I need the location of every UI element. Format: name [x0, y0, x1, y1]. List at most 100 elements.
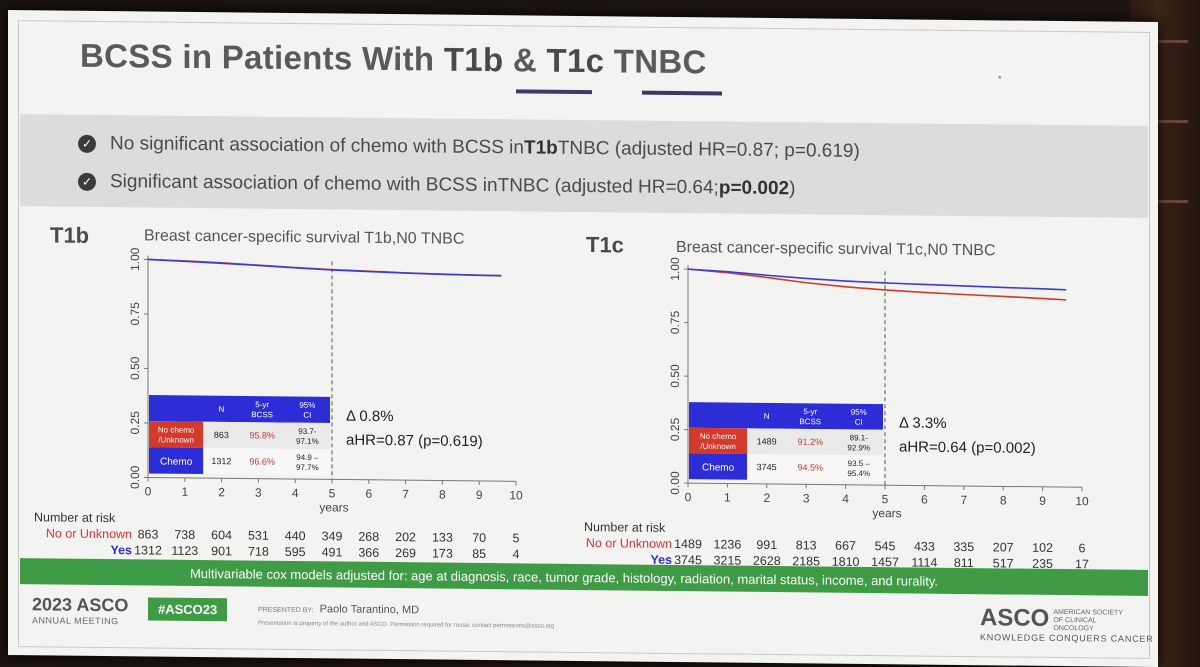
- km-curve-yes: [687, 268, 1067, 291]
- km-curve-no-or-unknown: [687, 268, 1067, 301]
- risk-value: 5: [512, 531, 520, 546]
- y-tick-label: 1.00: [668, 257, 682, 281]
- title-t1b: T1b: [443, 40, 504, 79]
- table-cell-ci: 93.7-: [298, 427, 317, 436]
- asco-society-logo: ASCO AMERICAN SOCIETY OF CLINICAL ONCOLOG…: [980, 604, 1154, 644]
- table-row-body: [747, 454, 883, 482]
- x-tick-label: 4: [842, 492, 849, 506]
- table-header-cell: CI: [855, 418, 863, 427]
- x-tick-label: 3: [803, 491, 810, 505]
- panel-label-t1b: T1b: [50, 222, 90, 248]
- risk-value: 440: [284, 528, 306, 544]
- risk-value: 85: [472, 546, 487, 562]
- risk-value: 604: [211, 528, 233, 543]
- x-tick-label: 6: [365, 487, 372, 501]
- key-findings-band: [20, 114, 1148, 218]
- risk-value: 531: [247, 528, 269, 543]
- slide-mark-icon: ▪: [998, 72, 1002, 84]
- x-tick-label: 5: [882, 492, 889, 506]
- panel-label-t1c: T1c: [586, 232, 624, 258]
- table-cell-ci: 97.1%: [296, 437, 319, 446]
- risk-value: 269: [395, 546, 417, 561]
- table-cell-n: 863: [214, 430, 229, 440]
- table-row-body: [203, 421, 330, 450]
- x-tick-label: 2: [763, 491, 770, 505]
- y-tick-label: 0.00: [668, 471, 682, 495]
- table-row-label: No chemo: [700, 432, 737, 441]
- risk-heading: Number at risk: [34, 510, 116, 526]
- y-tick-label: 0.75: [668, 310, 682, 334]
- x-tick-label: 10: [509, 488, 523, 502]
- table-row-label-cell: [689, 427, 748, 455]
- table-header-cell: CI: [303, 411, 311, 420]
- title-prefix: BCSS in Patients With: [80, 36, 444, 78]
- risk-value: 6: [1078, 541, 1086, 556]
- risk-value: 718: [247, 544, 269, 559]
- table-row-label-cell: [149, 447, 204, 475]
- wall-panel: [1148, 120, 1188, 123]
- x-tick-label: 7: [402, 487, 409, 501]
- km-chart-t1b: 0.00 0.25 0.50 0.75 1.00 0 1 2 3 4 5 6 7 8 9 10 years Δ 0…: [128, 247, 523, 514]
- risk-value: 268: [358, 529, 380, 544]
- km-curve-yes: [147, 258, 502, 277]
- delta-annotation: Δ 3.3%: [899, 415, 947, 432]
- risk-table-t1b: Number at risk: [34, 510, 115, 525]
- x-tick-label: 6: [921, 493, 928, 507]
- risk-value: 1123: [171, 543, 199, 558]
- table-header-row: [149, 394, 330, 424]
- risk-value: 4: [512, 547, 520, 562]
- risk-value: 595: [284, 544, 306, 560]
- x-tick-label: 2: [218, 485, 225, 499]
- presenter: PRESENTED BY: Paolo Tarantino, MD: [258, 603, 420, 617]
- table-header-cell: BCSS: [251, 410, 273, 419]
- table-header-cell: 5-yr: [803, 407, 817, 416]
- risk-value: 545: [874, 539, 896, 554]
- risk-value: 1312: [134, 543, 162, 558]
- risk-table-t1c: Number at risk: [584, 520, 665, 535]
- wall-panel: [1148, 40, 1188, 43]
- risk-value: 70: [472, 530, 487, 546]
- table-cell-n: 1489: [757, 436, 777, 446]
- x-tick-label: 0: [685, 490, 692, 504]
- check-icon: ✓: [78, 172, 96, 191]
- hashtag-badge: #ASCO23: [148, 597, 228, 622]
- table-row-label-cell: [149, 421, 204, 448]
- risk-value: 813: [795, 538, 817, 553]
- risk-value: 1489: [674, 536, 702, 552]
- x-tick-label: 5: [329, 486, 336, 500]
- table-cell-ci: 95.4%: [847, 469, 870, 478]
- table-header-cell: 95%: [299, 401, 315, 410]
- risk-value: 102: [1032, 540, 1054, 555]
- asco-annual-meeting-logo: 2023 ASCO ANNUAL MEETING: [32, 594, 129, 627]
- risk-value: 901: [211, 544, 233, 559]
- risk-value: 738: [174, 527, 196, 542]
- table-row-body: [747, 428, 883, 456]
- t1b-underline: [516, 89, 592, 95]
- x-tick-label: 9: [476, 488, 483, 502]
- x-tick-label: 8: [439, 488, 446, 502]
- table-row-label: /Unknown: [158, 435, 194, 444]
- table-header-cell: N: [764, 412, 770, 421]
- x-tick-label: 3: [255, 486, 262, 500]
- title-suffix: TNBC: [604, 42, 707, 81]
- table-cell-bcss: 94.5%: [797, 462, 823, 472]
- risk-value: 202: [395, 530, 417, 545]
- table-row-body: [203, 447, 330, 476]
- table-row-label: Chemo: [702, 462, 735, 473]
- x-tick-label: 1: [724, 490, 731, 504]
- title-amp: &: [503, 41, 547, 79]
- y-tick-label: 0.25: [128, 411, 142, 435]
- x-tick-label: 0: [145, 484, 152, 498]
- risk-row-label: Yes: [110, 543, 132, 558]
- table-row-label-cell: [689, 453, 748, 480]
- risk-value: 335: [953, 539, 975, 555]
- x-tick-label: 8: [1000, 493, 1007, 507]
- wall-panel: [1148, 200, 1188, 203]
- risk-value: 1236: [713, 537, 742, 552]
- check-icon: ✓: [78, 134, 96, 153]
- table-cell-bcss: 95.8%: [249, 430, 275, 440]
- slide-title: BCSS in Patients With T1b & T1c TNBC: [80, 37, 707, 82]
- delta-annotation: Δ 0.8%: [346, 408, 394, 425]
- x-tick-label: 7: [960, 493, 967, 507]
- table-cell-ci: 93.5 –: [848, 459, 871, 468]
